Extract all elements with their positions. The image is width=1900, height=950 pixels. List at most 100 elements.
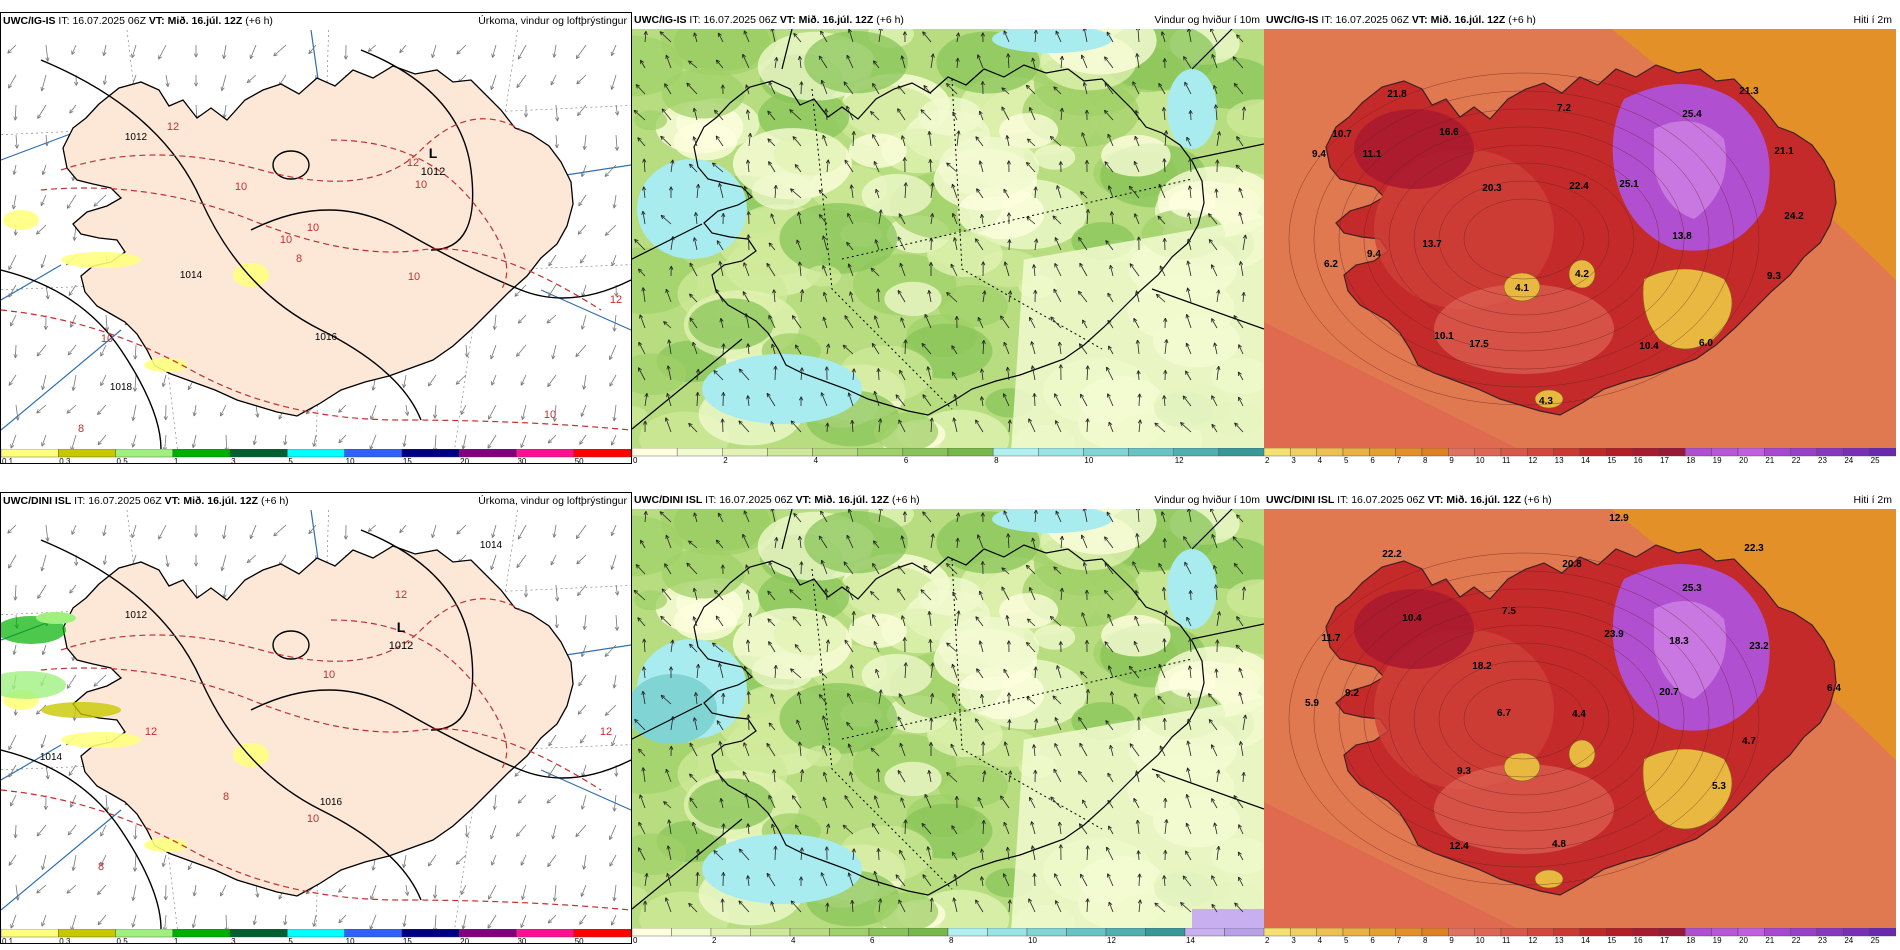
colorbar-label: 0.5 [117, 937, 129, 945]
temperature-label: 20.8 [1562, 559, 1582, 570]
colorbar-label: 3 [231, 937, 236, 945]
colorbar-swatches [632, 928, 1264, 937]
map-label: 10 [307, 813, 319, 825]
colorbar-label: 16 [1634, 456, 1643, 464]
colorbar-swatch [1474, 928, 1502, 937]
temperature-label: 20.7 [1659, 687, 1679, 698]
temperature-label: 11.7 [1322, 633, 1341, 644]
colorbar-swatch [632, 448, 678, 457]
temperature-label: 21.1 [1774, 146, 1794, 157]
temperature-label: 12.4 [1449, 841, 1469, 852]
map-label: 10 [415, 179, 427, 191]
isobars [1, 49, 631, 449]
map-label: 1016 [320, 797, 343, 808]
colorbar-label: 3 [1291, 936, 1296, 944]
map-label: 12 [610, 294, 622, 306]
colorbar-label: 7 [1397, 936, 1402, 944]
colorbar-swatch [1816, 928, 1844, 937]
region-boundaries [811, 558, 1193, 890]
colorbar-label: 6 [870, 936, 875, 944]
colorbar-label: 13 [1555, 456, 1564, 464]
temperature-map: 21.8 10.7 16.6 7.2 25.4 21.3 9.4 11.1 21.1 20.3 22… [1264, 29, 1896, 448]
colorbar-label: 12 [1528, 936, 1537, 944]
temperature-label: 5.9 [1305, 698, 1319, 709]
map-label: 10 [235, 181, 247, 193]
colorbar-swatches [1264, 448, 1896, 457]
temperature-label: 11.1 [1363, 149, 1382, 160]
temperature-label: 10.4 [1639, 341, 1659, 352]
colorbar-label: 4 [1318, 456, 1323, 464]
panel-temp-bottom: UWC/DINI ISL IT: 16.07.2025 06Z VT: Mið.… [1264, 492, 1896, 944]
colorbar-swatch [947, 928, 988, 937]
colorbar-swatch [573, 929, 631, 938]
temperature-label: 9.4 [1312, 149, 1326, 160]
temperature-label: 4.7 [1742, 736, 1756, 747]
panel-title: Úrkoma, vindur og loftþrýstingur [478, 495, 627, 507]
map-label: 1012 [125, 610, 148, 621]
colorbar-label: 2 [723, 456, 728, 464]
colorbar-swatch [401, 449, 460, 458]
colorbar-swatch [458, 449, 517, 458]
colorbar-swatch [1764, 448, 1791, 457]
colorbar-swatch [812, 448, 858, 457]
colorbar-label: 5 [288, 457, 293, 465]
temperature-label: 6.4 [1827, 683, 1841, 694]
colorbar-label: 6 [1370, 936, 1375, 944]
colorbar-swatch [344, 929, 403, 938]
colorbar-label: 21 [1765, 936, 1774, 944]
colorbar-swatch [1369, 448, 1396, 457]
colorbar-label: 0.1 [2, 457, 14, 465]
glacier-cool-areas [1503, 739, 1733, 889]
temperature-label: 25.3 [1682, 583, 1702, 594]
map-label: 8 [98, 861, 104, 873]
colorbar-label: 14 [1581, 936, 1590, 944]
colorbar-label: 12 [1107, 936, 1116, 944]
temperature-label: 6.7 [1497, 708, 1511, 719]
map-label: 10 [307, 222, 319, 234]
colorbar-swatch [1711, 448, 1739, 457]
temperature-label: 17.5 [1469, 339, 1489, 350]
colorbar-swatch [1553, 448, 1581, 457]
colorbar-label: 18 [1686, 936, 1695, 944]
temperature-label: 10.1 [1434, 331, 1454, 342]
temperature-label: 4.8 [1552, 839, 1566, 850]
colorbar-label: 11 [1502, 456, 1511, 464]
temperature-label: 18.3 [1669, 636, 1689, 647]
panel-title: Hiti í 2m [1853, 14, 1892, 26]
panel-wind-bottom: UWC/DINI ISL IT: 16.07.2025 06Z VT: Mið.… [632, 492, 1264, 944]
colorbar-swatch [172, 449, 231, 458]
temperature-label: 7.2 [1557, 103, 1571, 114]
colorbar-swatch [1083, 448, 1129, 457]
colorbar-swatch [1290, 928, 1317, 937]
colorbar-swatch [1128, 448, 1174, 457]
panel-precip-top: UWC/IG-IS IT: 16.07.2025 06Z VT: Mið. 16… [0, 12, 632, 465]
strong-wind-areas [637, 29, 1217, 424]
map-label: 10 [544, 409, 556, 421]
colorbar-swatch [987, 928, 1028, 937]
colorbar-label: 12 [1528, 456, 1537, 464]
colorbar-swatch [750, 928, 791, 937]
map-label: 1012 [421, 166, 445, 178]
precip-map: L101210121212101010108101210108101410161… [1, 30, 631, 449]
colorbar-swatch [58, 449, 116, 458]
map-label: L [397, 619, 406, 635]
colorbar-label: 10 [1084, 456, 1093, 464]
colorbar-swatch [516, 929, 574, 938]
panel-temp-top: UWC/IG-IS IT: 16.07.2025 06Z VT: Mið. 16… [1264, 12, 1896, 464]
map-label: 1014 [40, 752, 63, 763]
colorbar-swatch [1448, 448, 1475, 457]
panel-header: UWC/DINI ISL IT: 16.07.2025 06Z VT: Mið.… [1, 493, 631, 510]
colorbar-swatch [1843, 448, 1870, 457]
temperature-label: 4.2 [1575, 269, 1589, 280]
colorbar-label: 10 [346, 937, 355, 945]
colorbar-swatch [1421, 928, 1449, 937]
temperature-contours [1288, 552, 1760, 886]
colorbar-swatch [1711, 928, 1739, 937]
colorbar-swatch [868, 928, 909, 937]
colorbar-label: 10 [1476, 456, 1485, 464]
colorbar-swatches [1, 449, 631, 458]
colorbar-swatch [229, 449, 288, 458]
colorbar-swatch [1038, 448, 1084, 457]
colorbar-swatch [1474, 448, 1502, 457]
temperature-label: 22.3 [1744, 543, 1764, 554]
